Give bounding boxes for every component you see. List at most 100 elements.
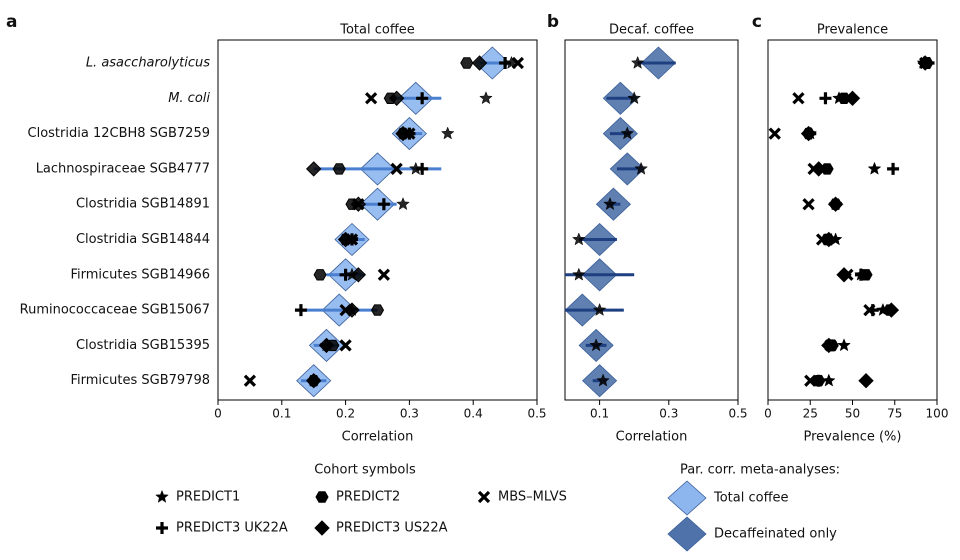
diamond-marker xyxy=(810,161,827,177)
row-label: Firmicutes SGB14966 xyxy=(70,267,210,282)
star-marker xyxy=(837,338,851,352)
star-marker xyxy=(572,232,586,246)
diamond-marker xyxy=(337,231,354,248)
star-marker xyxy=(589,338,603,352)
x-tick-label: 0.5 xyxy=(728,407,747,421)
row-label: Clostridia SGB14844 xyxy=(76,232,210,247)
plus-marker xyxy=(854,268,867,281)
hexagon-marker xyxy=(837,92,851,104)
x-axis-label: Correlation xyxy=(616,430,688,445)
plus-marker xyxy=(499,57,512,69)
star-marker xyxy=(408,161,423,175)
x-tick-label: 0 xyxy=(214,407,222,421)
x-tick-label: 0.5 xyxy=(527,407,546,421)
diamond-marker xyxy=(388,90,405,107)
panel-letter: c xyxy=(752,12,762,32)
plus-marker xyxy=(812,374,825,387)
panel-letter: a xyxy=(6,12,17,32)
legend-title: Cohort symbols xyxy=(314,463,416,478)
x-marker xyxy=(390,162,403,176)
star-marker xyxy=(620,126,635,140)
row-label: Clostridia SGB15395 xyxy=(76,338,210,353)
diamond-marker xyxy=(827,196,844,212)
diamond-marker xyxy=(350,196,367,212)
star-marker xyxy=(634,161,648,175)
diamond-marker xyxy=(800,125,817,142)
diamond-marker xyxy=(821,337,837,354)
row-label: L. asaccharolyticus xyxy=(86,56,210,71)
x-tick-label: 0.4 xyxy=(464,407,483,421)
plus-marker xyxy=(339,268,352,281)
diamond-marker xyxy=(471,55,488,71)
plus-marker xyxy=(416,162,429,175)
x-tick-label: 0.1 xyxy=(272,407,291,421)
plus-marker xyxy=(294,304,307,317)
x-marker xyxy=(339,339,352,352)
x-marker xyxy=(243,374,257,387)
legend-label: MBS–MLVS xyxy=(498,490,567,505)
star-marker xyxy=(867,161,882,175)
x-tick-label: 0.2 xyxy=(336,407,355,421)
diamond-marker xyxy=(344,302,360,318)
legend-title: Par. corr. meta-analyses: xyxy=(680,463,840,478)
hexagon-marker xyxy=(315,491,329,503)
x-tick-label: 75 xyxy=(887,407,902,421)
diamond-marker xyxy=(314,520,330,536)
diamond-marker xyxy=(305,372,322,389)
legend-label: PREDICT2 xyxy=(336,490,400,505)
row-label: Clostridia SGB14891 xyxy=(76,197,210,212)
row-label: M. coli xyxy=(168,91,210,106)
star-marker xyxy=(155,489,169,503)
panel-frame xyxy=(564,39,739,401)
panel-title: Prevalence xyxy=(817,23,888,38)
diamond-marker xyxy=(844,90,861,107)
diamond-marker xyxy=(395,125,411,142)
legend-diamond xyxy=(667,516,707,552)
legend-label: PREDICT3 US22A xyxy=(336,521,448,536)
x-marker xyxy=(768,127,781,140)
diamond-marker xyxy=(917,55,933,71)
diamond-marker xyxy=(858,372,874,389)
x-tick-label: 25 xyxy=(803,407,818,421)
x-marker xyxy=(792,92,805,105)
x-tick-label: 50 xyxy=(845,407,860,421)
panel-letter: b xyxy=(547,12,559,32)
x-tick-label: 0.3 xyxy=(659,407,678,421)
panel-title: Total coffee xyxy=(339,23,415,38)
legend-diamond xyxy=(667,480,707,516)
x-axis-label: Prevalence (%) xyxy=(804,430,902,445)
row-label: Lachnospiraceae SGB4777 xyxy=(36,161,210,176)
legend-label: PREDICT1 xyxy=(176,490,240,505)
plus-marker xyxy=(887,162,900,175)
plus-marker xyxy=(866,304,879,317)
star-marker xyxy=(630,55,645,69)
diamond-marker xyxy=(305,161,322,177)
diamond-marker xyxy=(836,267,852,283)
hexagon-marker xyxy=(313,269,327,281)
hexagon-marker xyxy=(370,304,385,316)
hexagon-marker xyxy=(332,163,346,175)
legend-label: Decaffeinated only xyxy=(714,527,837,542)
plus-marker xyxy=(156,522,168,534)
x-axis-label: Correlation xyxy=(342,430,414,445)
panel-frame xyxy=(217,39,538,401)
plus-marker xyxy=(819,92,832,105)
x-tick-label: 0.1 xyxy=(590,407,609,421)
x-marker xyxy=(802,198,815,211)
row-label: Firmicutes SGB79798 xyxy=(70,373,210,388)
diamond-marker xyxy=(318,337,335,354)
plus-marker xyxy=(377,198,390,211)
x-tick-label: 0.3 xyxy=(400,407,419,421)
star-marker xyxy=(627,91,642,105)
diamond-marker xyxy=(883,302,900,318)
plus-marker xyxy=(416,92,429,105)
x-marker xyxy=(477,490,491,504)
star-marker xyxy=(596,373,610,387)
panel-title: Decaf. coffee xyxy=(609,23,694,38)
star-marker xyxy=(396,197,410,211)
row-label: Ruminococcaceae SGB15067 xyxy=(20,303,210,318)
star-marker xyxy=(603,197,617,211)
star-marker xyxy=(479,91,493,105)
star-marker xyxy=(592,302,607,316)
